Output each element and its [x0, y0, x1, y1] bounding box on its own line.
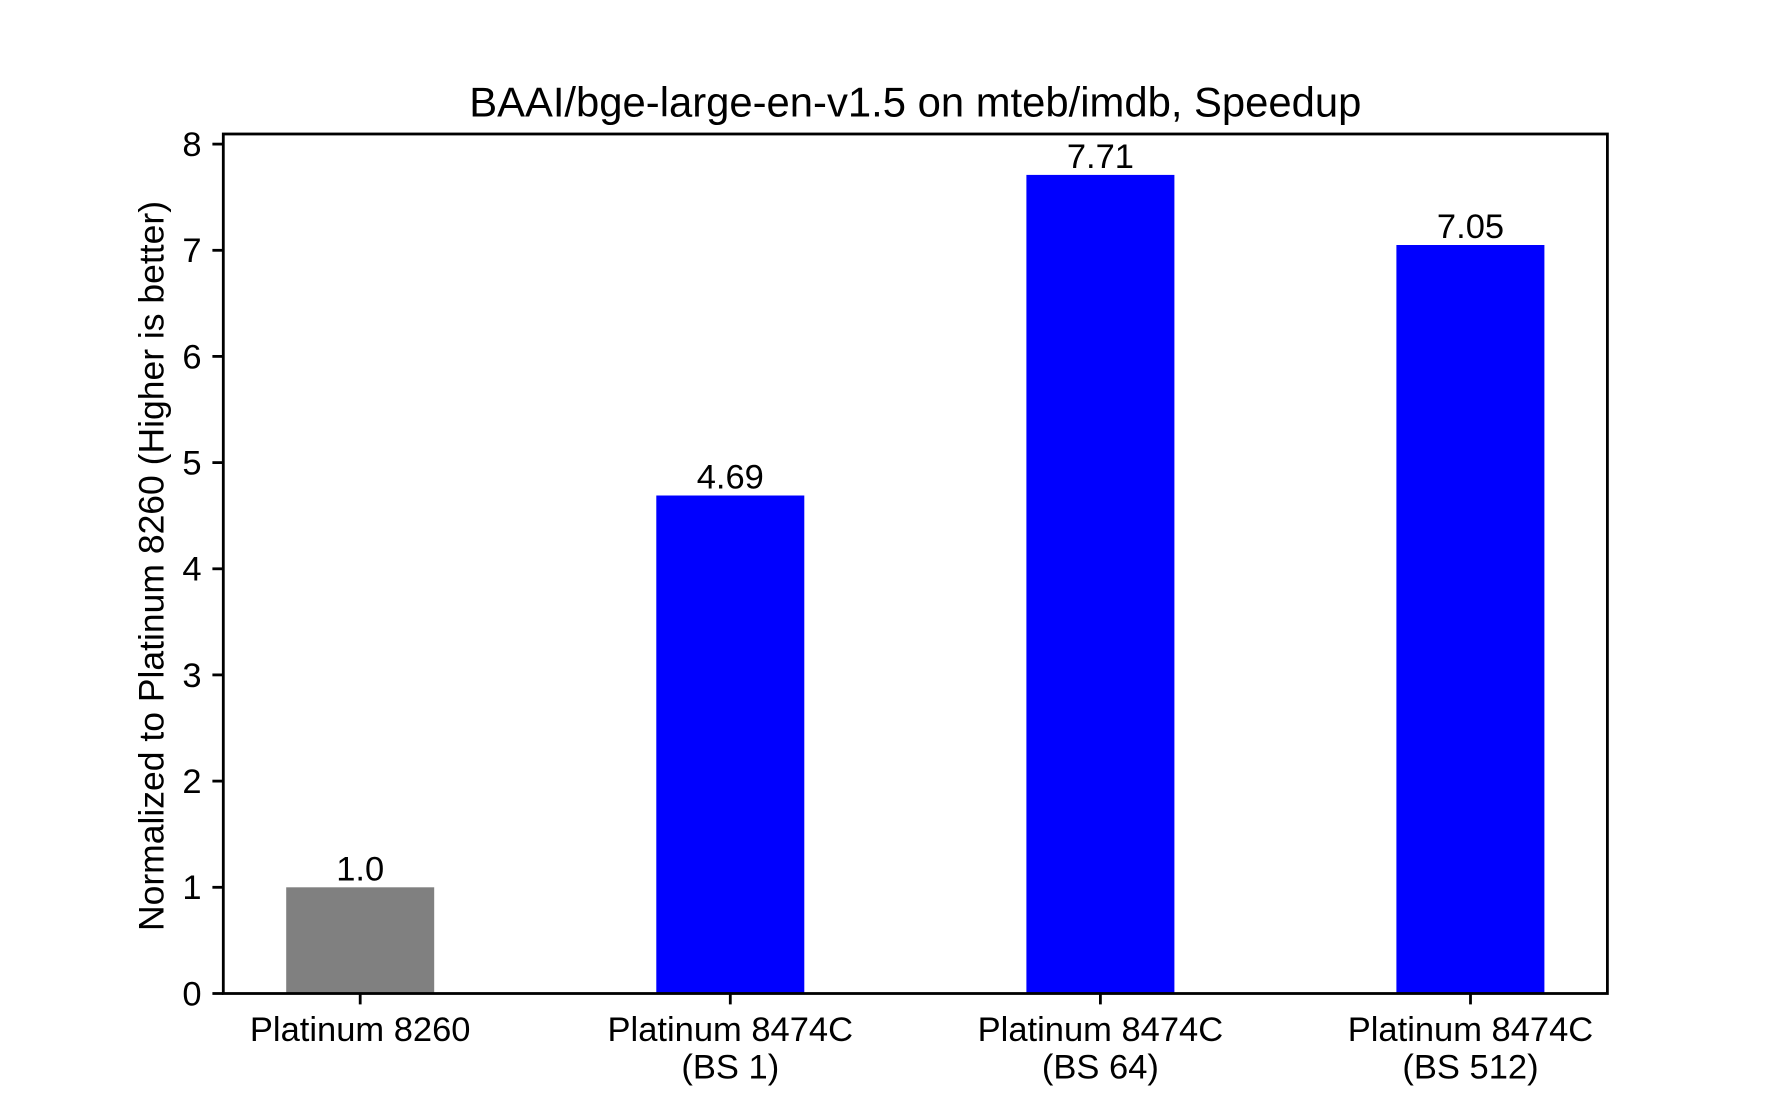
- svg-text:Normalized to Platinum 8260 (H: Normalized to Platinum 8260 (Higher is b…: [132, 201, 172, 931]
- svg-text:(BS 64): (BS 64): [1042, 1048, 1159, 1086]
- svg-text:7.05: 7.05: [1437, 208, 1504, 246]
- svg-text:8: 8: [182, 126, 201, 164]
- svg-text:4.69: 4.69: [697, 459, 764, 497]
- svg-text:Platinum 8474C: Platinum 8474C: [978, 1011, 1223, 1049]
- svg-text:(BS 1): (BS 1): [681, 1048, 779, 1086]
- svg-text:2: 2: [182, 763, 201, 801]
- svg-text:4: 4: [182, 551, 201, 589]
- svg-text:7.71: 7.71: [1067, 138, 1134, 176]
- svg-text:1: 1: [182, 869, 201, 907]
- svg-text:6: 6: [182, 338, 201, 376]
- svg-text:7: 7: [182, 232, 201, 270]
- svg-text:Platinum 8260: Platinum 8260: [250, 1011, 471, 1049]
- svg-text:1.0: 1.0: [336, 850, 384, 888]
- svg-text:BAAI/bge-large-en-v1.5 on mteb: BAAI/bge-large-en-v1.5 on mteb/imdb, Spe…: [469, 79, 1361, 126]
- svg-text:3: 3: [182, 657, 201, 695]
- svg-text:(BS 512): (BS 512): [1402, 1048, 1538, 1086]
- svg-text:0: 0: [182, 975, 201, 1013]
- svg-text:Platinum 8474C: Platinum 8474C: [608, 1011, 853, 1049]
- svg-text:5: 5: [182, 445, 201, 483]
- svg-text:Platinum 8474C: Platinum 8474C: [1348, 1011, 1593, 1049]
